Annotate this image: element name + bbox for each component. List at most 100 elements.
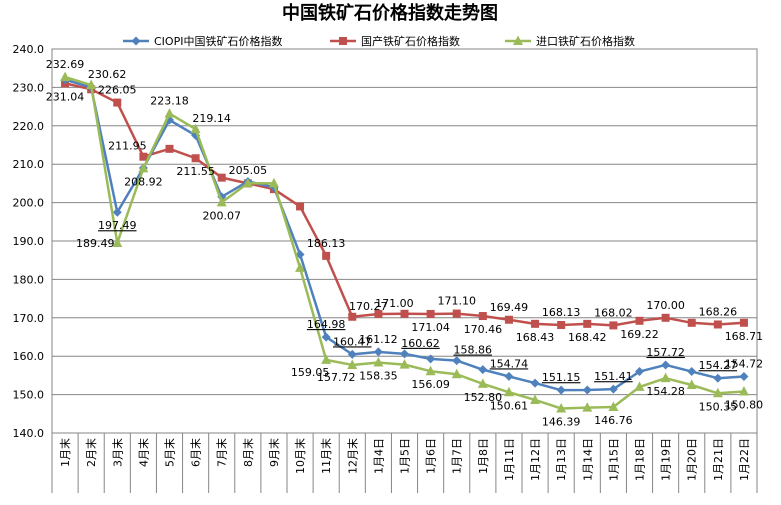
data-point xyxy=(635,316,644,325)
data-label: 168.71 xyxy=(725,330,764,343)
data-point xyxy=(426,309,435,318)
y-tick-label: 150.0 xyxy=(13,389,45,402)
data-point xyxy=(686,379,697,389)
data-point xyxy=(296,202,305,211)
data-label: 159.05 xyxy=(291,366,330,379)
y-tick-label: 230.0 xyxy=(13,81,45,94)
data-point xyxy=(504,315,513,324)
data-point xyxy=(164,108,175,118)
data-label: 154.72 xyxy=(725,357,764,370)
data-label: 160.47 xyxy=(333,335,372,348)
data-point xyxy=(660,372,671,383)
legend-marker xyxy=(339,37,347,45)
data-point xyxy=(374,309,383,318)
data-point xyxy=(712,387,723,398)
y-tick-label: 140.0 xyxy=(13,427,45,440)
x-tick-label: 9月末 xyxy=(267,438,281,467)
chart-title: 中国铁矿石价格指数走势图 xyxy=(282,2,498,24)
x-tick-label: 6月末 xyxy=(189,438,203,467)
data-point xyxy=(112,237,123,247)
x-tick-label: 1月15日 xyxy=(607,438,620,481)
data-label: 154.27 xyxy=(699,359,738,372)
x-tick-label: 2月末 xyxy=(84,438,98,467)
y-tick-label: 190.0 xyxy=(13,235,45,248)
data-label: 150.35 xyxy=(699,400,738,413)
data-point xyxy=(687,318,696,327)
data-label: 200.07 xyxy=(202,209,241,222)
y-tick-label: 220.0 xyxy=(13,120,45,133)
data-point xyxy=(347,349,357,359)
data-point xyxy=(452,356,462,366)
data-point xyxy=(530,378,540,388)
data-point xyxy=(321,354,332,364)
data-point xyxy=(478,312,487,321)
data-point xyxy=(348,312,357,321)
x-tick-label: 8月末 xyxy=(241,438,255,467)
data-label: 197.49 xyxy=(98,219,137,232)
data-label: 171.04 xyxy=(411,321,450,334)
data-point xyxy=(583,319,592,328)
data-label: 171.00 xyxy=(375,297,414,310)
data-point xyxy=(504,371,514,381)
data-point xyxy=(451,368,462,379)
data-label: 211.95 xyxy=(108,140,147,153)
data-label: 169.22 xyxy=(620,328,659,341)
data-label: 208.92 xyxy=(124,175,163,188)
data-point xyxy=(139,152,148,161)
data-label: 168.43 xyxy=(516,331,555,344)
data-point xyxy=(373,357,384,367)
data-label: 223.18 xyxy=(150,95,189,108)
y-tick-label: 160.0 xyxy=(13,350,45,363)
data-label: 154.74 xyxy=(490,357,529,370)
data-point xyxy=(687,367,697,377)
x-tick-label: 1月19日 xyxy=(660,438,673,481)
x-tick-label: 7月末 xyxy=(215,438,229,467)
plot-border xyxy=(51,48,758,434)
data-label: 160.62 xyxy=(401,337,440,350)
data-label: 189.49 xyxy=(76,237,115,250)
x-tick-label: 1月21日 xyxy=(712,438,725,481)
data-label: 186.13 xyxy=(307,237,346,250)
data-label: 231.04 xyxy=(46,90,85,103)
x-tick-label: 1月4日 xyxy=(372,438,385,474)
data-label: 170.46 xyxy=(464,323,503,336)
data-label: 164.98 xyxy=(307,318,346,331)
data-label: 150.80 xyxy=(725,399,764,412)
data-point xyxy=(347,359,358,369)
x-tick-label: 1月22日 xyxy=(738,438,751,481)
data-point xyxy=(113,98,122,107)
data-point xyxy=(556,385,566,395)
y-tick-label: 200.0 xyxy=(13,197,45,210)
data-point xyxy=(86,79,97,90)
x-tick-label: 1月末 xyxy=(58,438,72,467)
data-label: 232.69 xyxy=(46,58,85,71)
data-label: 170.27 xyxy=(349,300,388,313)
data-label: 168.13 xyxy=(542,306,581,319)
x-tick-label: 1月20日 xyxy=(686,438,699,481)
data-point xyxy=(582,385,592,395)
data-point xyxy=(661,313,670,322)
data-point xyxy=(739,318,748,327)
data-point xyxy=(452,309,461,318)
y-tick-label: 240.0 xyxy=(13,43,45,56)
plot-area: 140.0 150.0 160.0 170.0 180.0 190.0 200.0 210.0… xyxy=(13,43,764,493)
data-point xyxy=(608,384,618,394)
data-point xyxy=(322,251,331,260)
data-label: 157.72 xyxy=(646,346,685,359)
data-label: 157.72 xyxy=(317,371,356,384)
data-point xyxy=(634,381,645,391)
x-tick-label: 1月6日 xyxy=(425,438,438,474)
legend-marker xyxy=(513,35,523,45)
x-tick-label: 4月末 xyxy=(136,438,150,467)
data-point xyxy=(609,321,618,330)
data-point xyxy=(738,386,749,396)
data-point xyxy=(635,367,644,377)
data-label: 146.39 xyxy=(542,415,581,428)
x-tick-label: 1月14日 xyxy=(581,438,594,481)
data-point xyxy=(713,373,723,383)
y-tick-label: 180.0 xyxy=(13,273,45,286)
x-tick-label: 3月末 xyxy=(110,438,124,467)
x-tick-label: 1月11日 xyxy=(503,438,516,481)
